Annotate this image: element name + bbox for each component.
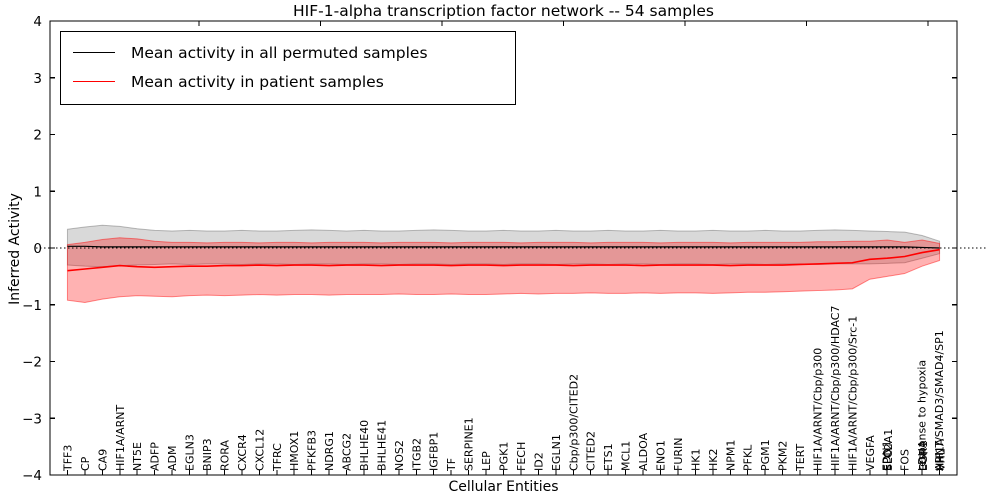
x-tick-label: ABCG2 [341, 433, 354, 471]
x-tick-label: BNIP3 [201, 438, 214, 471]
x-tick-label: EGLN3 [184, 434, 197, 471]
x-tick-label: LDHA [916, 440, 929, 471]
legend-label-permuted: Mean activity in all permuted samples [131, 43, 428, 62]
y-tick-label: 0 [33, 241, 42, 257]
x-tick-label: HIF1A/ARNT/Cbp/p300/Src-1 [846, 316, 859, 471]
x-tick-label: HIF1A/ARNT/Cbp/p300/HDAC7 [829, 306, 842, 472]
legend-item-permuted: Mean activity in all permuted samples [73, 38, 515, 67]
y-tick-label: 1 [33, 184, 42, 200]
x-tick-label: BHLHE41 [375, 420, 388, 471]
x-tick-label: FOS [899, 449, 912, 471]
y-tick-label: −4 [22, 468, 42, 484]
legend-label-patient: Mean activity in patient samples [131, 72, 384, 91]
x-tick-label: NDRG1 [323, 431, 336, 471]
x-tick-label: ID2 [532, 452, 545, 471]
x-tick-label: TF [445, 458, 458, 472]
x-tick-label: NPM1 [724, 440, 737, 471]
x-tick-label: EGR1 [917, 441, 930, 471]
x-tick-label: NT5E [131, 442, 144, 471]
x-tick-label: NOS2 [393, 440, 406, 471]
x-tick-label: ARNT/SMAD3/SMAD4/SP1 [933, 330, 946, 471]
y-tick-label: 3 [33, 71, 42, 87]
x-tick-label: HK2 [707, 449, 720, 471]
x-tick-label: HIF1A [934, 438, 947, 471]
x-tick-label: PKM2 [777, 441, 790, 471]
x-tick-label: CA9 [96, 449, 109, 471]
x-tick-label: ITGB2 [410, 438, 423, 471]
legend-line-black-icon [73, 52, 115, 53]
x-tick-label: TERT [794, 443, 807, 472]
x-tick-label: FECH [515, 442, 528, 471]
y-tick-label: 2 [33, 128, 42, 144]
legend: Mean activity in all permuted samples Me… [60, 31, 516, 105]
y-tick-label: 4 [33, 14, 42, 30]
x-tick-label: TFF3 [61, 445, 74, 472]
x-tick-label: HK1 [689, 449, 702, 471]
legend-line-red-icon [73, 81, 115, 82]
x-tick-label: RORA [218, 440, 231, 471]
x-tick-label: HMOX1 [288, 431, 301, 471]
x-tick-label: ENO1 [654, 440, 667, 471]
patient-band [66, 237, 941, 303]
x-tick-label: TFRC [271, 443, 284, 472]
x-tick-label: ADM [166, 446, 179, 472]
legend-item-patient: Mean activity in patient samples [73, 67, 515, 96]
x-tick-label: EDN1 [881, 440, 894, 471]
y-tick-label: −1 [22, 298, 42, 314]
y-axis-title: Inferred Activity [7, 193, 23, 305]
x-tick-label: HIF1A/ARNT/Cbp/p300 [811, 348, 824, 471]
x-tick-label: PFKL [742, 444, 755, 471]
x-tick-label: ADFP [149, 442, 162, 471]
patient-mean-line [67, 248, 940, 272]
x-tick-label: CXCR4 [236, 434, 249, 471]
x-tick-label: Cbp/p300/CITED2 [567, 374, 580, 471]
x-tick-label: IGFBP1 [428, 432, 441, 471]
chart-title: HIF-1-alpha transcription factor network… [293, 2, 714, 20]
x-tick-label: VHL [934, 448, 947, 471]
x-tick-label: BHLHE40 [358, 420, 371, 471]
x-tick-label: CP [79, 456, 92, 471]
x-tick-label: MCL1 [620, 441, 633, 471]
x-tick-label: CXCL12 [253, 429, 266, 471]
y-tick-label: −2 [22, 355, 42, 371]
x-tick-label: FURIN [672, 438, 685, 472]
x-tick-label: ETS1 [602, 443, 615, 471]
x-tick-label: EGLN1 [550, 434, 563, 471]
x-tick-label: LEP [480, 451, 493, 471]
x-tick-label: EPO [881, 448, 894, 471]
x-axis-title: Cellular Entities [448, 479, 559, 495]
permuted-mean-line [67, 245, 940, 249]
x-tick-label: SLC2A1 [882, 429, 895, 471]
x-tick-label: ALDOA [637, 432, 650, 471]
x-tick-label: PFKFB3 [306, 430, 319, 471]
x-tick-label: PGK1 [498, 442, 511, 471]
x-tick-label: SERPINE1 [463, 417, 476, 471]
x-tick-label: response to hypoxia [915, 360, 928, 471]
x-tick-label: CITED2 [585, 431, 598, 471]
y-tick-label: −3 [22, 411, 42, 427]
x-tick-label: VEGFA [864, 435, 877, 471]
x-tick-label: HIF1A/ARNT [114, 405, 127, 471]
x-tick-label: PGM1 [759, 439, 772, 471]
